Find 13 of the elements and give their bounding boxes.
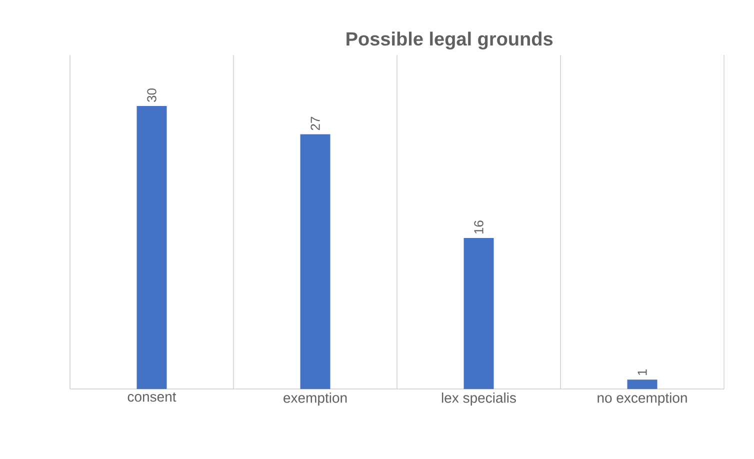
bar bbox=[136, 106, 167, 389]
bar bbox=[300, 134, 330, 389]
x-tick-label: lex specialis bbox=[442, 392, 516, 406]
data-label: 30 bbox=[147, 88, 156, 102]
chart-title: Possible legal grounds bbox=[346, 32, 553, 50]
bar bbox=[464, 238, 494, 389]
data-label: 16 bbox=[474, 220, 484, 234]
x-tick-label: exemption bbox=[284, 392, 347, 406]
bar bbox=[627, 380, 658, 389]
x-tick-label: no excemption bbox=[598, 392, 687, 406]
x-tick-label: consent bbox=[128, 392, 176, 402]
data-label: 1 bbox=[638, 369, 647, 376]
data-label: 27 bbox=[310, 116, 320, 130]
